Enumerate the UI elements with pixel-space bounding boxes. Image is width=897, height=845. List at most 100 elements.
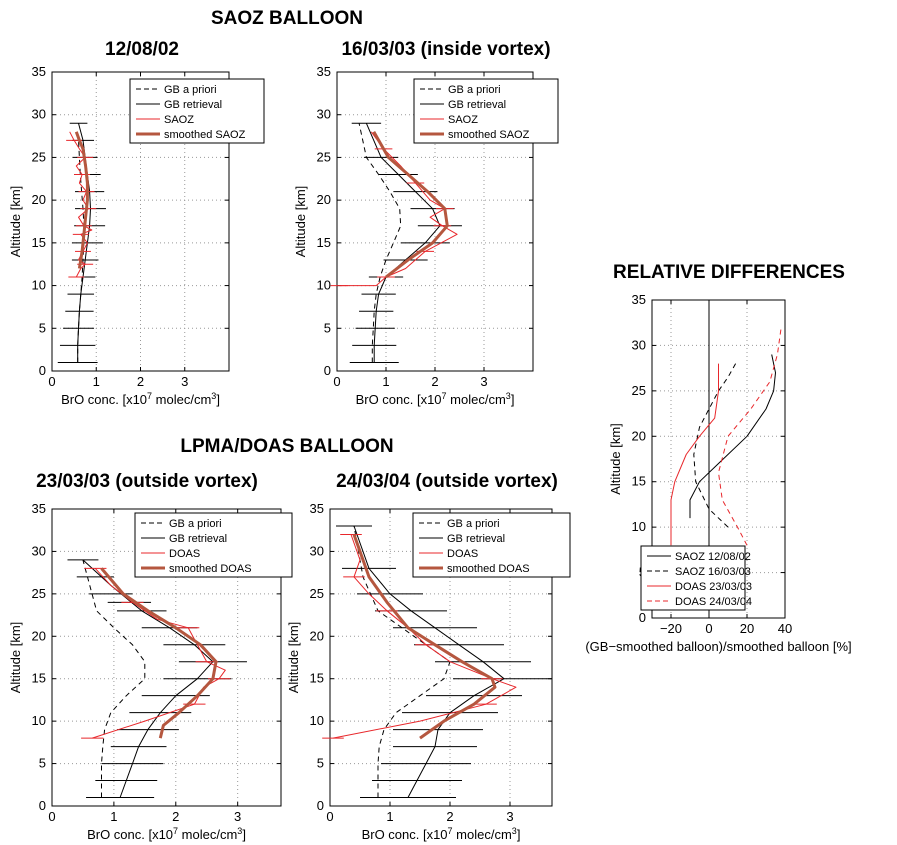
legend: SAOZ 12/08/02 SAOZ 16/03/03 DOAS 23/03/03 D… xyxy=(640,545,752,611)
y-tick-label: 20 xyxy=(32,628,46,643)
y-tick-label: 35 xyxy=(632,292,646,307)
legend-box xyxy=(413,78,559,144)
legend: GB a priori GB retrieval DOAS smoothed DOAS xyxy=(412,512,571,578)
legend-label: smoothed SAOZ xyxy=(448,129,530,141)
y-tick-label: 5 xyxy=(39,320,46,335)
x-tick-label: 1 xyxy=(382,374,389,389)
relative-differences-title: RELATIVE DIFFERENCES xyxy=(613,262,845,283)
series-smoothed-doas xyxy=(352,533,497,740)
legend-label: SAOZ 12/08/02 xyxy=(675,551,751,563)
legend: GB a priori GB retrieval SAOZ smoothed SAOZ xyxy=(129,78,265,144)
x-tick-label: 2 xyxy=(446,809,453,824)
y-axis-label: Altitude [km] xyxy=(8,186,23,258)
x-label-sup: 3 xyxy=(506,391,511,401)
y-tick-label: 30 xyxy=(310,543,324,558)
x-tick-label: 3 xyxy=(480,374,487,389)
series-smoothed-saoz xyxy=(74,131,89,269)
y-tick-label: 30 xyxy=(632,337,646,352)
legend-label: GB a priori xyxy=(447,518,500,530)
lpma-balloon-title: LPMA/DOAS BALLOON xyxy=(180,436,394,457)
y-tick-label: 0 xyxy=(39,363,46,378)
x-label-part: molec/cm xyxy=(447,392,506,407)
y-tick-label: 15 xyxy=(32,235,46,250)
y-tick-label: 10 xyxy=(32,278,46,293)
legend-label: DOAS xyxy=(447,548,478,560)
y-tick-label: 35 xyxy=(32,64,46,79)
x-tick-label: 3 xyxy=(234,809,241,824)
y-tick-label: 20 xyxy=(632,428,646,443)
legend-label: DOAS 24/03/04 xyxy=(675,596,752,608)
legend-box xyxy=(640,545,746,611)
series-gb-a-priori xyxy=(82,559,146,798)
x-tick-label: 0 xyxy=(333,374,340,389)
x-label-part: ] xyxy=(511,392,515,407)
legend: GB a priori GB retrieval SAOZ smoothed SAOZ xyxy=(413,78,559,144)
y-tick-label: 0 xyxy=(639,610,646,625)
x-label-sup: 7 xyxy=(173,826,178,836)
y-tick-label: 25 xyxy=(310,586,324,601)
y-tick-label: 0 xyxy=(317,798,324,813)
y-tick-label: 35 xyxy=(317,64,331,79)
series-doas-23-03-03 xyxy=(670,363,719,546)
y-tick-label: 15 xyxy=(310,671,324,686)
x-tick-label: 0 xyxy=(48,374,55,389)
legend: GB a priori GB retrieval DOAS smoothed DOAS xyxy=(134,512,293,578)
legend-label: GB retrieval xyxy=(448,99,506,111)
legend-label: SAOZ xyxy=(164,114,194,126)
x-label-part: molec/cm xyxy=(453,827,512,842)
x-label-part: BrO conc. [x10 xyxy=(87,827,173,842)
legend-label: SAOZ xyxy=(448,114,478,126)
x-tick-label: 2 xyxy=(431,374,438,389)
x-axis-label: BrO conc. [x107 molec/cm3] xyxy=(356,391,515,407)
axes-box xyxy=(329,508,553,807)
y-axis-label: Altitude [km] xyxy=(286,622,301,694)
legend-label: SAOZ 16/03/03 xyxy=(675,566,751,578)
y-tick-label: 5 xyxy=(324,320,331,335)
series-gb-retrieval xyxy=(353,525,505,798)
x-tick-label: 3 xyxy=(181,374,188,389)
y-axis-label: Altitude [km] xyxy=(8,622,23,694)
x-label-sup: 3 xyxy=(237,826,242,836)
legend-label: GB a priori xyxy=(169,518,222,530)
x-label-sup: 3 xyxy=(512,826,517,836)
y-tick-label: 10 xyxy=(632,519,646,534)
y-tick-label: 30 xyxy=(317,107,331,122)
x-label-part: BrO conc. [x10 xyxy=(356,392,442,407)
x-label-part: ] xyxy=(242,827,246,842)
legend-label: GB a priori xyxy=(164,84,217,96)
y-tick-label: 25 xyxy=(632,383,646,398)
x-label-sup: 7 xyxy=(442,391,447,401)
x-tick-label: 0 xyxy=(326,809,333,824)
series-doas-24-03-04 xyxy=(718,327,782,546)
x-tick-label: 40 xyxy=(778,621,792,636)
x-label-sup: 7 xyxy=(147,391,152,401)
y-tick-label: 15 xyxy=(632,474,646,489)
axes-box xyxy=(51,508,282,807)
x-tick-label: 20 xyxy=(740,621,754,636)
y-tick-label: 10 xyxy=(310,713,324,728)
legend-label: smoothed DOAS xyxy=(169,563,252,575)
x-label-sup: 7 xyxy=(448,826,453,836)
y-tick-label: 15 xyxy=(32,671,46,686)
y-tick-label: 0 xyxy=(39,798,46,813)
x-axis-label: BrO conc. [x107 molec/cm3] xyxy=(362,826,521,842)
y-tick-label: 10 xyxy=(32,713,46,728)
y-tick-label: 5 xyxy=(317,756,324,771)
y-tick-label: 5 xyxy=(39,756,46,771)
series-gb-a-priori xyxy=(358,123,402,363)
x-tick-label: 1 xyxy=(93,374,100,389)
y-tick-label: 20 xyxy=(317,192,331,207)
x-label-part: molec/cm xyxy=(152,392,211,407)
x-axis-label: BrO conc. [x107 molec/cm3] xyxy=(61,391,220,407)
legend-box xyxy=(134,512,293,578)
series-smoothed-saoz xyxy=(372,131,449,279)
y-tick-label: 25 xyxy=(317,149,331,164)
series-saoz-12-08-02 xyxy=(689,354,776,519)
y-tick-label: 35 xyxy=(310,501,324,516)
legend-label: GB retrieval xyxy=(169,533,227,545)
x-tick-label: 0 xyxy=(705,621,712,636)
